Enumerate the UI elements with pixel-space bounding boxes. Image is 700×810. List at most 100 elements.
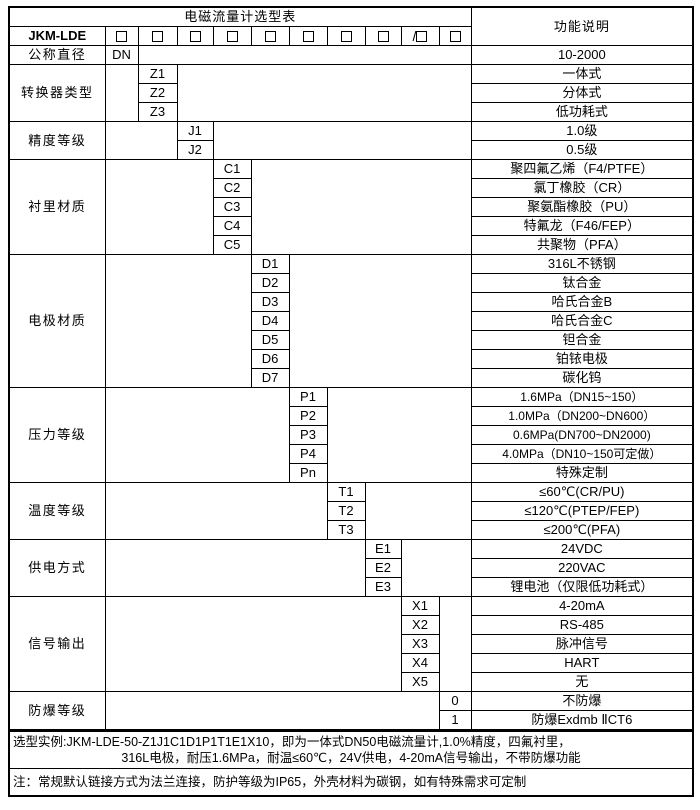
blank-left-c [104,159,214,255]
code-cell-Z3[interactable]: Z3 [137,102,178,122]
code-cell-D5[interactable]: D5 [250,330,290,350]
group-label-p: 压力等级 [8,387,106,483]
code-cell-1[interactable]: 1 [438,710,472,731]
description-D2: 钛合金 [470,273,694,293]
model-code-checkbox-9[interactable]: / [400,26,440,46]
footer-example-cell: 选型实例:JKM-LDE-50-Z1J1C1D1P1T1E1X10，即为一体式D… [8,731,694,769]
description-P2: 1.0MPa（DN200~DN600） [470,406,694,426]
model-code-checkbox-7[interactable] [326,26,366,46]
code-cell-D4[interactable]: D4 [250,311,290,331]
table-row: C3 聚氨酯橡胶（PU） [9,197,694,217]
group-label-dn: 公称直径 [8,45,106,65]
checkbox-icon[interactable] [152,31,163,43]
table-row: 精度等级 J1 1.0级 [8,121,694,160]
code-cell-T2[interactable]: T2 [326,501,366,521]
code-cell-DN[interactable]: DN [104,45,139,65]
model-code-checkbox-3[interactable] [176,26,214,46]
blank-right-j [212,121,472,160]
code-cell-T1[interactable]: T1 [326,482,366,502]
table-row: T3 ≤200℃(PFA) [9,520,694,540]
code-cell-J2[interactable]: J2 [176,140,214,160]
code-cell-P2[interactable]: P2 [288,406,328,426]
model-code-checkbox-6[interactable] [288,26,328,46]
description-E3: 锂电池（仅限低功耗式） [470,577,694,597]
table-row: 衬里材质 C1 聚四氟乙烯（F4/PTFE） [8,159,694,255]
description-C3: 聚氨酯橡胶（PU） [470,197,694,217]
model-code-checkbox-10[interactable] [438,26,472,46]
slash-separator: / [412,28,417,45]
blank-left-p [104,387,290,483]
description-X3: 脉冲信号 [470,634,694,654]
checkbox-icon[interactable] [340,31,352,43]
description-X1: 4-20mA [470,596,694,616]
code-cell-X2[interactable]: X2 [400,615,440,635]
model-code-checkbox-5[interactable] [250,26,290,46]
code-cell-E1[interactable]: E1 [364,539,402,559]
blank-right-z [176,64,472,122]
group-label-c: 衬里材质 [8,159,106,255]
code-cell-P4[interactable]: P4 [288,444,328,464]
code-cell-C5[interactable]: C5 [212,235,252,255]
code-cell-X4[interactable]: X4 [400,653,440,673]
group-label-z: 转换器类型 [8,64,106,122]
blank-left-x [104,596,402,692]
code-cell-J1[interactable]: J1 [176,121,214,141]
title-row: 电磁流量计选型表 功能说明 [8,6,694,46]
description-D3: 哈氏合金B [470,292,694,312]
code-cell-X3[interactable]: X3 [400,634,440,654]
model-code-checkbox-8[interactable] [364,26,402,46]
description-Z3: 低功耗式 [470,102,694,122]
model-code-checkbox-4[interactable] [212,26,252,46]
checkbox-icon[interactable] [449,31,461,43]
code-cell-D1[interactable]: D1 [250,254,290,274]
table-row: 1 防爆Exdmb ⅡCT6 [9,710,694,731]
table-row: 公称直径 DN 10-2000 [8,45,694,65]
blank-right-c [250,159,472,255]
code-cell-D3[interactable]: D3 [250,292,290,312]
code-cell-0[interactable]: 0 [438,691,472,711]
code-cell-C1[interactable]: C1 [212,159,252,179]
code-cell-D6[interactable]: D6 [250,349,290,369]
code-cell-T3[interactable]: T3 [326,520,366,540]
code-cell-Z1[interactable]: Z1 [137,64,178,84]
code-cell-C2[interactable]: C2 [212,178,252,198]
group-label-t: 温度等级 [8,482,106,540]
checkbox-icon[interactable] [302,31,314,43]
checkbox-icon[interactable] [189,31,201,43]
code-cell-C4[interactable]: C4 [212,216,252,236]
description-C5: 共聚物（PFA） [470,235,694,255]
group-label-d: 电极材质 [8,254,106,388]
code-cell-Z2[interactable]: Z2 [137,83,178,103]
checkbox-icon[interactable] [416,31,428,43]
footer-note-cell: 注：常规默认链接方式为法兰连接，防护等级为IP65，外壳材料为碳钢，如有特殊需求… [8,768,694,797]
table-title: 电磁流量计选型表 [8,6,472,27]
table-row: 防爆等级 0 不防爆 [8,691,694,731]
code-cell-X1[interactable]: X1 [400,596,440,616]
model-code-checkbox-1[interactable] [104,26,139,46]
blank-left-e [104,539,366,597]
code-cell-D2[interactable]: D2 [250,273,290,293]
blank-right-p [326,387,472,483]
code-cell-P3[interactable]: P3 [288,425,328,445]
checkbox-icon[interactable] [264,31,276,43]
checkbox-icon[interactable] [116,31,127,43]
blank-right-t [364,482,472,540]
code-cell-P1[interactable]: P1 [288,387,328,407]
checkbox-icon[interactable] [226,31,238,43]
description-DN: 10-2000 [470,45,694,65]
code-cell-X5[interactable]: X5 [400,672,440,692]
code-cell-E2[interactable]: E2 [364,558,402,578]
group-label-e: 供电方式 [8,539,106,597]
model-selection-table: 电磁流量计选型表 功能说明 JKM-LDE / 公称直径 DN 10-2000 转换器类型 Z1… [8,6,695,731]
description-1: 防爆Exdmb ⅡCT6 [470,710,694,731]
code-cell-Pn[interactable]: Pn [288,463,328,483]
checkbox-icon[interactable] [377,31,389,43]
code-cell-C3[interactable]: C3 [212,197,252,217]
description-P4: 4.0MPa（DN10~150可定做） [470,444,694,464]
description-Pn: 特殊定制 [470,463,694,483]
code-cell-D7[interactable]: D7 [250,368,290,388]
model-code-checkbox-2[interactable] [137,26,178,46]
group-label-j: 精度等级 [8,121,106,160]
code-cell-E3[interactable]: E3 [364,577,402,597]
